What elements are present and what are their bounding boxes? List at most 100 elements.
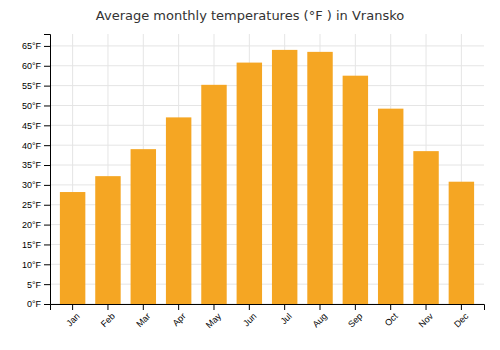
tick-mark (44, 205, 50, 206)
bar (131, 149, 156, 304)
bar (307, 52, 332, 304)
tick-mark (44, 86, 50, 87)
tick-label: Feb (99, 311, 117, 329)
tick-mark (249, 304, 250, 310)
tick-label: Jan (64, 311, 81, 328)
tick-label: 40°F (22, 141, 42, 151)
tick-label: 30°F (22, 180, 42, 190)
grid-line (50, 65, 484, 66)
title: Average monthly temperatures (°F ) in Vr… (96, 8, 404, 23)
bar (343, 76, 368, 304)
tick: 5°F (27, 280, 50, 290)
tick-mark (72, 304, 73, 310)
tick-mark (143, 304, 144, 310)
tick-label: 65°F (22, 41, 42, 51)
tick-mark (44, 46, 50, 47)
tick: Jun (241, 304, 258, 328)
grid (50, 34, 484, 304)
bar (166, 117, 191, 304)
tick-label: 10°F (22, 260, 42, 270)
tick-mark (44, 125, 50, 126)
bar (60, 192, 85, 304)
tick: Apr (171, 304, 188, 328)
tick-mark (213, 304, 214, 310)
tick-mark (461, 304, 462, 310)
tick-label: 45°F (22, 121, 42, 131)
tick-label: Jun (241, 311, 258, 328)
bar (413, 151, 438, 304)
tick-mark (44, 304, 50, 305)
tick-label: 20°F (22, 220, 42, 230)
tick-mark (44, 145, 50, 146)
chart: 0°F 5°F 10°F 15°F 20°F 25°F 30°F 35°F 40°F 45°F 50… (0, 0, 500, 350)
bar (449, 182, 474, 304)
tick: 40°F (22, 141, 50, 151)
tick-mark (107, 304, 108, 310)
tick-label: Oct (383, 311, 400, 328)
bar (272, 50, 297, 304)
y-axis: 0°F 5°F 10°F 15°F 20°F 25°F 30°F 35°F 40°F 45°F 50… (22, 35, 51, 310)
bar (237, 63, 262, 304)
tick: Feb (99, 304, 117, 329)
tick-label: Mar (134, 311, 152, 329)
tick-label: 0°F (27, 299, 42, 309)
tick: 60°F (22, 61, 50, 71)
tick: 10°F (22, 260, 50, 270)
tick: Jan (64, 304, 81, 328)
x-axis: Jan Feb Mar Apr May Jun Jul Aug Sep Oct Nov Dec (51, 304, 485, 330)
tick-label: Jul (279, 311, 294, 326)
tick-label: Dec (452, 311, 471, 330)
tick-label: 35°F (22, 160, 42, 170)
tick-mark (178, 304, 179, 310)
axis-line (44, 35, 51, 305)
tick-label: Sep (346, 311, 364, 329)
tick-mark (44, 225, 50, 226)
tick: 30°F (22, 180, 50, 190)
tick: Jul (279, 304, 294, 326)
tick: 25°F (22, 200, 50, 210)
bar (201, 85, 226, 304)
bars (60, 50, 474, 304)
tick-label: Nov (417, 311, 436, 330)
tick: May (204, 304, 223, 330)
tick: 45°F (22, 121, 50, 131)
tick: Dec (452, 304, 471, 329)
tick-mark (426, 304, 427, 310)
axis-line (51, 305, 485, 311)
tick-label: May (204, 311, 223, 330)
grid-line (50, 85, 484, 86)
tick: 15°F (22, 240, 50, 250)
tick-label: 15°F (22, 240, 42, 250)
tick-label: 60°F (22, 61, 42, 71)
tick-mark (44, 284, 50, 285)
tick-mark (320, 304, 321, 310)
tick: 0°F (27, 299, 50, 309)
tick: Aug (311, 304, 329, 329)
tick-label: Aug (311, 311, 329, 329)
tick-mark (355, 304, 356, 310)
tick: Mar (134, 304, 152, 329)
tick-label: Apr (171, 311, 188, 328)
tick-mark (44, 185, 50, 186)
bar (95, 176, 120, 304)
tick: 20°F (22, 220, 50, 230)
tick: 50°F (22, 101, 50, 111)
tick-mark (44, 105, 50, 106)
tick-mark (44, 66, 50, 67)
plot: 0°F 5°F 10°F 15°F 20°F 25°F 30°F 35°F 40°F 45°F 50… (22, 34, 485, 330)
tick-mark (44, 165, 50, 166)
tick-label: 50°F (22, 101, 42, 111)
tick-label: 5°F (27, 280, 42, 290)
tick-label: 25°F (22, 200, 42, 210)
bar (378, 109, 403, 304)
tick: 65°F (22, 41, 50, 51)
tick: Oct (383, 304, 400, 328)
grid-line (50, 145, 484, 146)
tick: 35°F (22, 160, 50, 170)
tick: 55°F (22, 81, 50, 91)
grid-line (50, 45, 484, 46)
tick-mark (44, 244, 50, 245)
tick-mark (44, 264, 50, 265)
tick-mark (390, 304, 391, 310)
tick: Nov (417, 304, 436, 329)
